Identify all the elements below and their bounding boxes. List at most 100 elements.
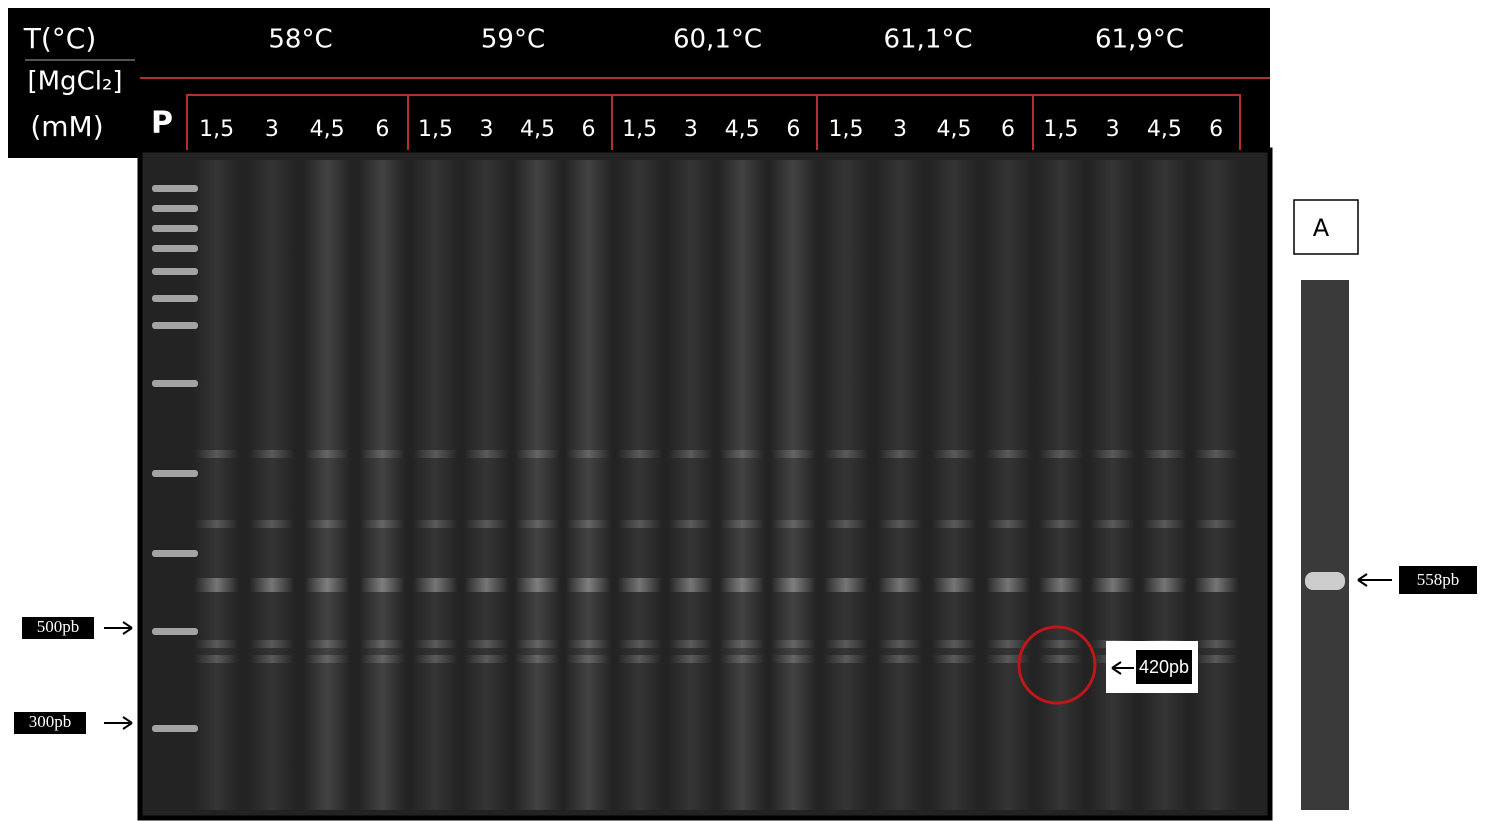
gel-lane (192, 160, 241, 810)
gel-band (1090, 450, 1135, 458)
gel-lane (358, 160, 407, 810)
gel-lane (1036, 160, 1085, 810)
gel-band (668, 655, 713, 663)
marker-label: 300pb (29, 712, 72, 731)
gel-band (464, 640, 509, 648)
gel-band (1038, 578, 1083, 592)
gel-band (986, 578, 1030, 592)
concentration: 4,5 (725, 117, 760, 142)
ladder-band (152, 185, 198, 192)
gel-band (249, 450, 294, 458)
gel-band (771, 450, 816, 458)
highlight-circle (1017, 625, 1097, 705)
gel-lane (876, 160, 924, 810)
gel-band (360, 450, 405, 458)
gel-band (515, 520, 560, 528)
concentration: 6 (1001, 117, 1015, 142)
gel-band (824, 655, 868, 663)
group-bracket (1032, 94, 1241, 150)
highlight-tag (1136, 650, 1192, 684)
ladder-band (152, 725, 198, 732)
gel-lane (1088, 160, 1137, 810)
gel-band (878, 640, 922, 648)
gel-band (194, 520, 239, 528)
gel-band (720, 640, 765, 648)
gel-band (617, 520, 662, 528)
gel-band (305, 520, 350, 528)
marker-arrow (104, 716, 133, 730)
gel-lane (564, 160, 613, 810)
concentration: 4,5 (937, 117, 972, 142)
gel-lane (718, 160, 767, 810)
gel-band (986, 520, 1030, 528)
gel-band (824, 640, 868, 648)
gel-band (1142, 520, 1187, 528)
gel-band (771, 640, 816, 648)
gel-band (1194, 520, 1239, 528)
gel-band (878, 578, 922, 592)
gel-band (1038, 655, 1083, 663)
gel-band (194, 640, 239, 648)
ladder-band (152, 245, 198, 252)
gel-band (771, 655, 816, 663)
gel-band (249, 578, 294, 592)
gel-band (1194, 640, 1239, 648)
gel-lane (984, 160, 1032, 810)
gel-band (720, 578, 765, 592)
ladder-band (152, 295, 198, 302)
gel-band (824, 450, 868, 458)
gel-band (1090, 578, 1135, 592)
gel-lane (513, 160, 562, 810)
gel-band (771, 578, 816, 592)
concentration: 3 (265, 117, 279, 142)
gel-band (932, 640, 976, 648)
gel-band (566, 450, 611, 458)
gel-lane (462, 160, 511, 810)
gel-band (413, 640, 458, 648)
concentration: 4,5 (310, 117, 345, 142)
ladder-band (152, 322, 198, 329)
panel-label: A (1313, 214, 1330, 242)
temperature: 61,1°C (883, 25, 972, 55)
gel-band (617, 578, 662, 592)
temperature-label: T(°C) (23, 22, 97, 55)
gel-band (515, 640, 560, 648)
gel-band (1038, 520, 1083, 528)
temperature: 61,9°C (1095, 25, 1184, 55)
gel-band (305, 655, 350, 663)
concentration: 6 (375, 117, 389, 142)
gel-band (878, 520, 922, 528)
gel-band (305, 578, 350, 592)
gel-band (464, 578, 509, 592)
gel-band (720, 655, 765, 663)
gel-band (932, 520, 976, 528)
gel-band (464, 450, 509, 458)
ladder-band (152, 470, 198, 477)
ladder-band (152, 205, 198, 212)
gel-band (464, 520, 509, 528)
concentration: 4,5 (1147, 117, 1182, 142)
gel-band (986, 640, 1030, 648)
concentration: 1,5 (622, 117, 657, 142)
gel-lane (666, 160, 715, 810)
ladder-band (152, 268, 198, 275)
gel-band (249, 640, 294, 648)
gel-band (515, 450, 560, 458)
marker-label: 500pb (37, 617, 80, 636)
gel-band (566, 578, 611, 592)
gel-lane (930, 160, 978, 810)
gel-band (932, 578, 976, 592)
gel-band (249, 520, 294, 528)
panel-band (1305, 572, 1345, 590)
gel-band (932, 655, 976, 663)
mm-label: (mM) (30, 110, 103, 143)
gel-band (464, 655, 509, 663)
concentration: 3 (480, 117, 494, 142)
gel-lane (411, 160, 460, 810)
concentration: 3 (1106, 117, 1120, 142)
gel-band (360, 640, 405, 648)
highlight-arrow (1111, 661, 1134, 675)
concentration: 3 (893, 117, 907, 142)
gel-band (617, 655, 662, 663)
